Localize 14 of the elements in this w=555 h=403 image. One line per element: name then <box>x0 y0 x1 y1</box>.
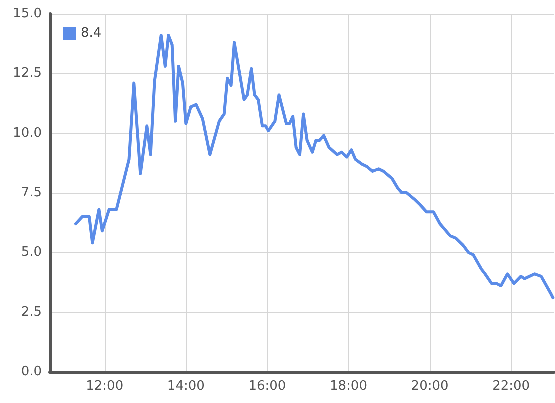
legend-label: 8.4 <box>81 26 102 41</box>
x-tick-label: 14:00 <box>167 379 205 394</box>
y-tick-label: 15.0 <box>13 6 42 22</box>
y-tick-label: 10.0 <box>13 126 42 141</box>
x-tick-label: 18:00 <box>330 379 368 394</box>
y-tick-label: 12.5 <box>13 66 42 82</box>
x-tick-label: 16:00 <box>248 379 286 394</box>
y-tick-label: 7.5 <box>21 186 42 200</box>
x-tick-label: 22:00 <box>492 379 530 394</box>
y-tick-label: 0.0 <box>21 364 42 380</box>
y-tick-label: 2.5 <box>21 304 42 320</box>
y-tick-label: 5.0 <box>21 245 42 260</box>
x-tick-label: 12:00 <box>86 379 124 394</box>
x-tick-label: 20:00 <box>411 379 449 394</box>
